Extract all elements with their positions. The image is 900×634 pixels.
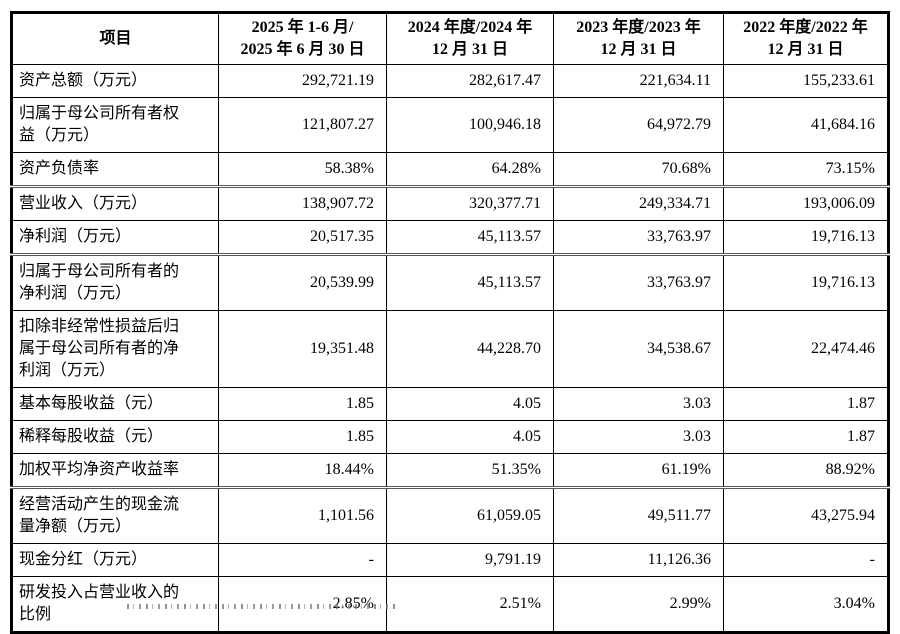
table-row: 加权平均净资产收益率 18.44% 51.35% 61.19% 88.92%	[11, 453, 889, 489]
row-label: 基本每股收益（元）	[11, 387, 219, 421]
row-value: 34,538.67	[553, 310, 724, 388]
row-value: 3.04%	[723, 576, 889, 633]
column-header-2023-line1: 2023 年度/2023 年	[576, 19, 701, 36]
clipped-footnote-text	[127, 604, 395, 609]
table-row: 营业收入（万元） 138,907.72 320,377.71 249,334.71 19…	[11, 186, 889, 221]
row-value: 221,634.11	[553, 64, 724, 98]
column-header-2025-line2: 2025 年 6 月 30 日	[240, 41, 365, 58]
row-value: 64.28%	[386, 152, 554, 188]
financial-summary-table: 项目 2025 年 1-6 月/ 2025 年 6 月 30 日 2024 年度…	[10, 11, 890, 634]
row-label: 营业收入（万元）	[11, 186, 219, 221]
row-value: 19,716.13	[723, 254, 889, 311]
row-label: 扣除非经常性损益后归属于母公司所有者的净利润（万元）	[11, 310, 219, 388]
table-row: 基本每股收益（元） 1.85 4.05 3.03 1.87	[11, 387, 889, 421]
row-value: 320,377.71	[386, 186, 554, 221]
row-value: 155,233.61	[723, 64, 889, 98]
row-value: 43,275.94	[723, 487, 889, 544]
row-value: 4.05	[386, 387, 554, 421]
row-value: 121,807.27	[218, 97, 387, 153]
row-value: 88.92%	[723, 453, 889, 489]
row-value: 41,684.16	[723, 97, 889, 153]
row-value: 58.38%	[218, 152, 387, 188]
row-value: 51.35%	[386, 453, 554, 489]
row-value: -	[218, 543, 387, 577]
row-value: 2.99%	[553, 576, 724, 633]
row-value: 61,059.05	[386, 487, 554, 544]
table-row: 现金分红（万元） -9,791.19 11,126.36-	[11, 543, 889, 577]
row-value: 64,972.79	[553, 97, 724, 153]
row-value: 292,721.19	[218, 64, 387, 98]
row-value: 249,334.71	[553, 186, 724, 221]
column-header-2023-line2: 12 月 31 日	[600, 41, 677, 58]
row-value: 3.03	[553, 420, 724, 454]
row-label: 资产总额（万元）	[11, 64, 219, 98]
table-body: 资产总额（万元） 292,721.19 282,617.47 221,634.11 15…	[11, 64, 889, 633]
row-value: 45,113.57	[386, 220, 554, 256]
row-value: 19,351.48	[218, 310, 387, 388]
column-header-2022: 2022 年度/2022 年 12 月 31 日	[723, 12, 889, 65]
column-header-2022-line1: 2022 年度/2022 年	[743, 19, 868, 36]
row-value: 61.19%	[553, 453, 724, 489]
row-value: 4.05	[386, 420, 554, 454]
table-row: 资产负债率 58.38% 64.28% 70.68% 73.15%	[11, 152, 889, 188]
row-value: 45,113.57	[386, 254, 554, 311]
row-value: -	[723, 543, 889, 577]
row-value: 1.87	[723, 387, 889, 421]
row-value: 1.87	[723, 420, 889, 454]
row-value: 18.44%	[218, 453, 387, 489]
row-value: 3.03	[553, 387, 724, 421]
table-row: 资产总额（万元） 292,721.19 282,617.47 221,634.11 15…	[11, 64, 889, 98]
financial-summary-table-container: 项目 2025 年 1-6 月/ 2025 年 6 月 30 日 2024 年度…	[10, 11, 890, 634]
table-row: 经营活动产生的现金流量净额（万元） 1,101.56 61,059.05 49,511…	[11, 487, 889, 544]
row-label: 归属于母公司所有者的净利润（万元）	[11, 254, 219, 311]
row-value: 1,101.56	[218, 487, 387, 544]
column-header-2022-line2: 12 月 31 日	[767, 41, 844, 58]
row-value: 44,228.70	[386, 310, 554, 388]
column-header-2025-line1: 2025 年 1-6 月/	[251, 19, 354, 36]
row-value: 1.85	[218, 387, 387, 421]
row-value: 19,716.13	[723, 220, 889, 256]
table-row: 归属于母公司所有者的净利润（万元） 20,539.99 45,113.57 33,76…	[11, 254, 889, 311]
row-label: 净利润（万元）	[11, 220, 219, 256]
row-value: 20,517.35	[218, 220, 387, 256]
row-value: 100,946.18	[386, 97, 554, 153]
row-value: 1.85	[218, 420, 387, 454]
row-label: 经营活动产生的现金流量净额（万元）	[11, 487, 219, 544]
row-value: 49,511.77	[553, 487, 724, 544]
column-header-2024-line1: 2024 年度/2024 年	[407, 19, 533, 36]
row-value: 33,763.97	[553, 220, 724, 256]
row-value: 11,126.36	[553, 543, 724, 577]
row-label: 加权平均净资产收益率	[11, 453, 219, 489]
row-value: 138,907.72	[218, 186, 387, 221]
row-value: 33,763.97	[553, 254, 724, 311]
column-header-item: 项目	[11, 12, 219, 65]
row-value: 9,791.19	[386, 543, 554, 577]
row-label: 资产负债率	[11, 152, 219, 188]
row-value: 282,617.47	[386, 64, 554, 98]
row-value: 193,006.09	[723, 186, 889, 221]
row-value: 20,539.99	[218, 254, 387, 311]
column-header-2024: 2024 年度/2024 年 12 月 31 日	[386, 12, 554, 65]
table-header-row: 项目 2025 年 1-6 月/ 2025 年 6 月 30 日 2024 年度…	[11, 12, 889, 65]
column-header-2024-line2: 12 月 31 日	[431, 41, 508, 58]
column-header-2023: 2023 年度/2023 年 12 月 31 日	[553, 12, 724, 65]
row-value: 22,474.46	[723, 310, 889, 388]
table-row: 扣除非经常性损益后归属于母公司所有者的净利润（万元） 19,351.48 44,22…	[11, 310, 889, 388]
row-value: 70.68%	[553, 152, 724, 188]
row-value: 2.51%	[386, 576, 554, 633]
row-label: 稀释每股收益（元）	[11, 420, 219, 454]
row-label: 现金分红（万元）	[11, 543, 219, 577]
table-row: 归属于母公司所有者权益（万元） 121,807.27 100,946.18 64,97…	[11, 97, 889, 153]
column-header-2025: 2025 年 1-6 月/ 2025 年 6 月 30 日	[218, 12, 387, 65]
table-row: 净利润（万元） 20,517.35 45,113.57 33,763.97 19,716…	[11, 220, 889, 256]
row-value: 73.15%	[723, 152, 889, 188]
table-row: 稀释每股收益（元） 1.85 4.05 3.03 1.87	[11, 420, 889, 454]
row-label: 归属于母公司所有者权益（万元）	[11, 97, 219, 153]
